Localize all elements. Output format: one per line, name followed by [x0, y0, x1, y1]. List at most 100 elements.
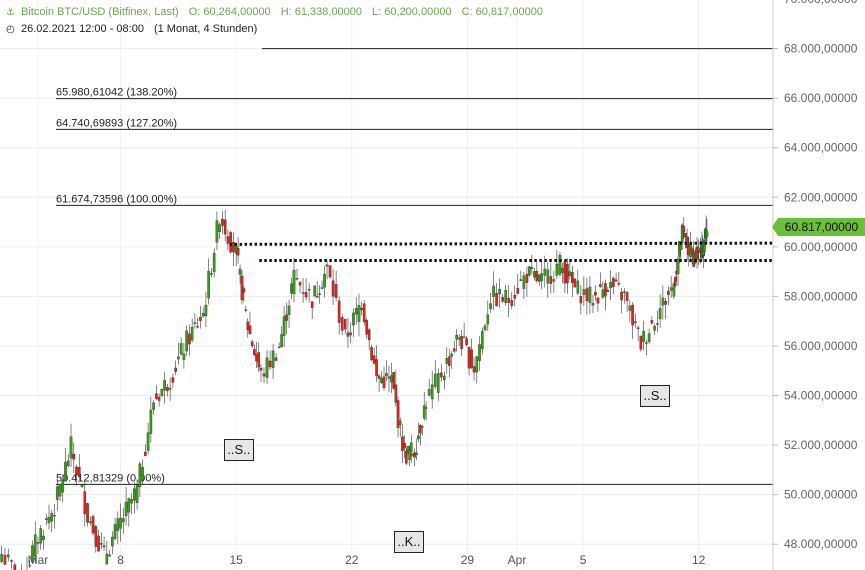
candle-down	[253, 349, 256, 355]
candle-down	[375, 359, 378, 377]
candle-up	[679, 245, 683, 250]
x-tick-label: 15	[230, 553, 244, 567]
x-tick-label: 8	[117, 553, 124, 567]
x-tick-label: 12	[692, 553, 706, 567]
time-axis: Mar 8 15 22 29 Apr 5 12	[28, 553, 706, 567]
candle-down	[250, 341, 254, 347]
candle-up	[628, 305, 632, 311]
candle-up	[31, 545, 34, 562]
candle-down	[360, 307, 364, 311]
candle-up	[653, 326, 656, 331]
candle-up	[204, 305, 208, 317]
candle-down	[392, 372, 395, 389]
pattern-annotation: ..K..	[393, 530, 424, 553]
candle-up	[42, 535, 45, 540]
candle-down	[405, 450, 408, 464]
candle-up	[116, 518, 120, 531]
candle-up	[149, 409, 153, 434]
candle-down	[403, 442, 406, 449]
candle-up	[108, 554, 111, 557]
candle-down	[304, 292, 308, 298]
candle-down	[396, 400, 400, 428]
candle-down	[667, 290, 670, 295]
candle-down	[10, 560, 13, 562]
candle-up	[475, 356, 479, 373]
candle-down	[166, 387, 169, 391]
candle-down	[236, 248, 240, 256]
candle-down	[242, 288, 246, 293]
candle-up	[504, 289, 508, 303]
candle-up	[533, 271, 536, 278]
y-tick-label: 58.000,00000	[784, 289, 858, 303]
candle-down	[401, 436, 404, 451]
candle-up	[576, 280, 580, 294]
candle-up	[119, 517, 122, 529]
candle-down	[274, 357, 278, 361]
fib-level-label: 64.740,69893 (127.20%)	[56, 117, 177, 129]
candle-up	[265, 357, 269, 378]
candle-up	[390, 375, 393, 383]
candle-down	[596, 297, 600, 304]
candle-up	[354, 308, 358, 315]
candle-down	[617, 282, 621, 285]
candle-up	[519, 279, 523, 281]
candle-down	[221, 218, 224, 226]
candle-down	[174, 367, 177, 372]
close-value: C: 60,817,00000	[461, 6, 543, 18]
candle-up	[6, 554, 10, 558]
candle-down	[13, 564, 17, 570]
candle-down	[535, 271, 539, 281]
candle-up	[212, 253, 216, 273]
candle-down	[591, 303, 595, 306]
candle-down	[232, 242, 235, 253]
candle-up	[672, 283, 676, 297]
candle-up	[133, 488, 136, 501]
candle-up	[282, 316, 286, 336]
candle-down	[549, 276, 553, 284]
candle-down	[86, 503, 89, 523]
candle-up	[462, 336, 466, 339]
candle-up	[433, 373, 437, 387]
candle-down	[673, 277, 677, 286]
last-price-tag: 60.817,00000	[772, 217, 865, 236]
dotted-support-line	[229, 241, 774, 246]
candle-down	[155, 393, 158, 399]
candle-up	[28, 564, 32, 567]
y-tick-label: 68.000,00000	[784, 42, 858, 56]
candle-down	[285, 314, 288, 321]
candle-down	[343, 319, 347, 330]
candle-down	[83, 491, 87, 515]
candle-down	[501, 297, 504, 302]
candle-down	[447, 356, 451, 366]
x-tick-label: Mar	[28, 553, 49, 567]
x-tick-label: 5	[580, 553, 587, 567]
candle-up	[380, 378, 383, 384]
candle-down	[604, 283, 607, 297]
candle-down	[301, 292, 305, 294]
candle-up	[455, 335, 459, 340]
candle-up	[190, 327, 194, 341]
candle-up	[182, 353, 186, 360]
candle-down	[171, 377, 175, 383]
candle-up	[64, 461, 67, 482]
candle-up	[141, 467, 144, 481]
candle-down	[268, 360, 272, 368]
candle-up	[88, 521, 92, 523]
x-tick-label: Apr	[508, 553, 527, 567]
candle-down	[634, 321, 637, 323]
candle-down	[223, 219, 227, 235]
candle-up	[313, 285, 316, 297]
fib-level-label: 61.674,73596 (100.00%)	[56, 193, 177, 205]
candle-down	[77, 466, 81, 477]
candle-up	[111, 536, 114, 547]
fibonacci-levels: 65.980,61042 (138.20%) 64.740,69893 (127.…	[56, 48, 773, 485]
candle-down	[372, 355, 376, 364]
candle-up	[50, 513, 54, 522]
candle-up	[130, 499, 133, 504]
candle-down	[340, 317, 344, 331]
candle-down	[318, 293, 321, 295]
candle-down	[168, 388, 172, 390]
candle-up	[642, 331, 645, 342]
candle-down	[682, 226, 686, 233]
